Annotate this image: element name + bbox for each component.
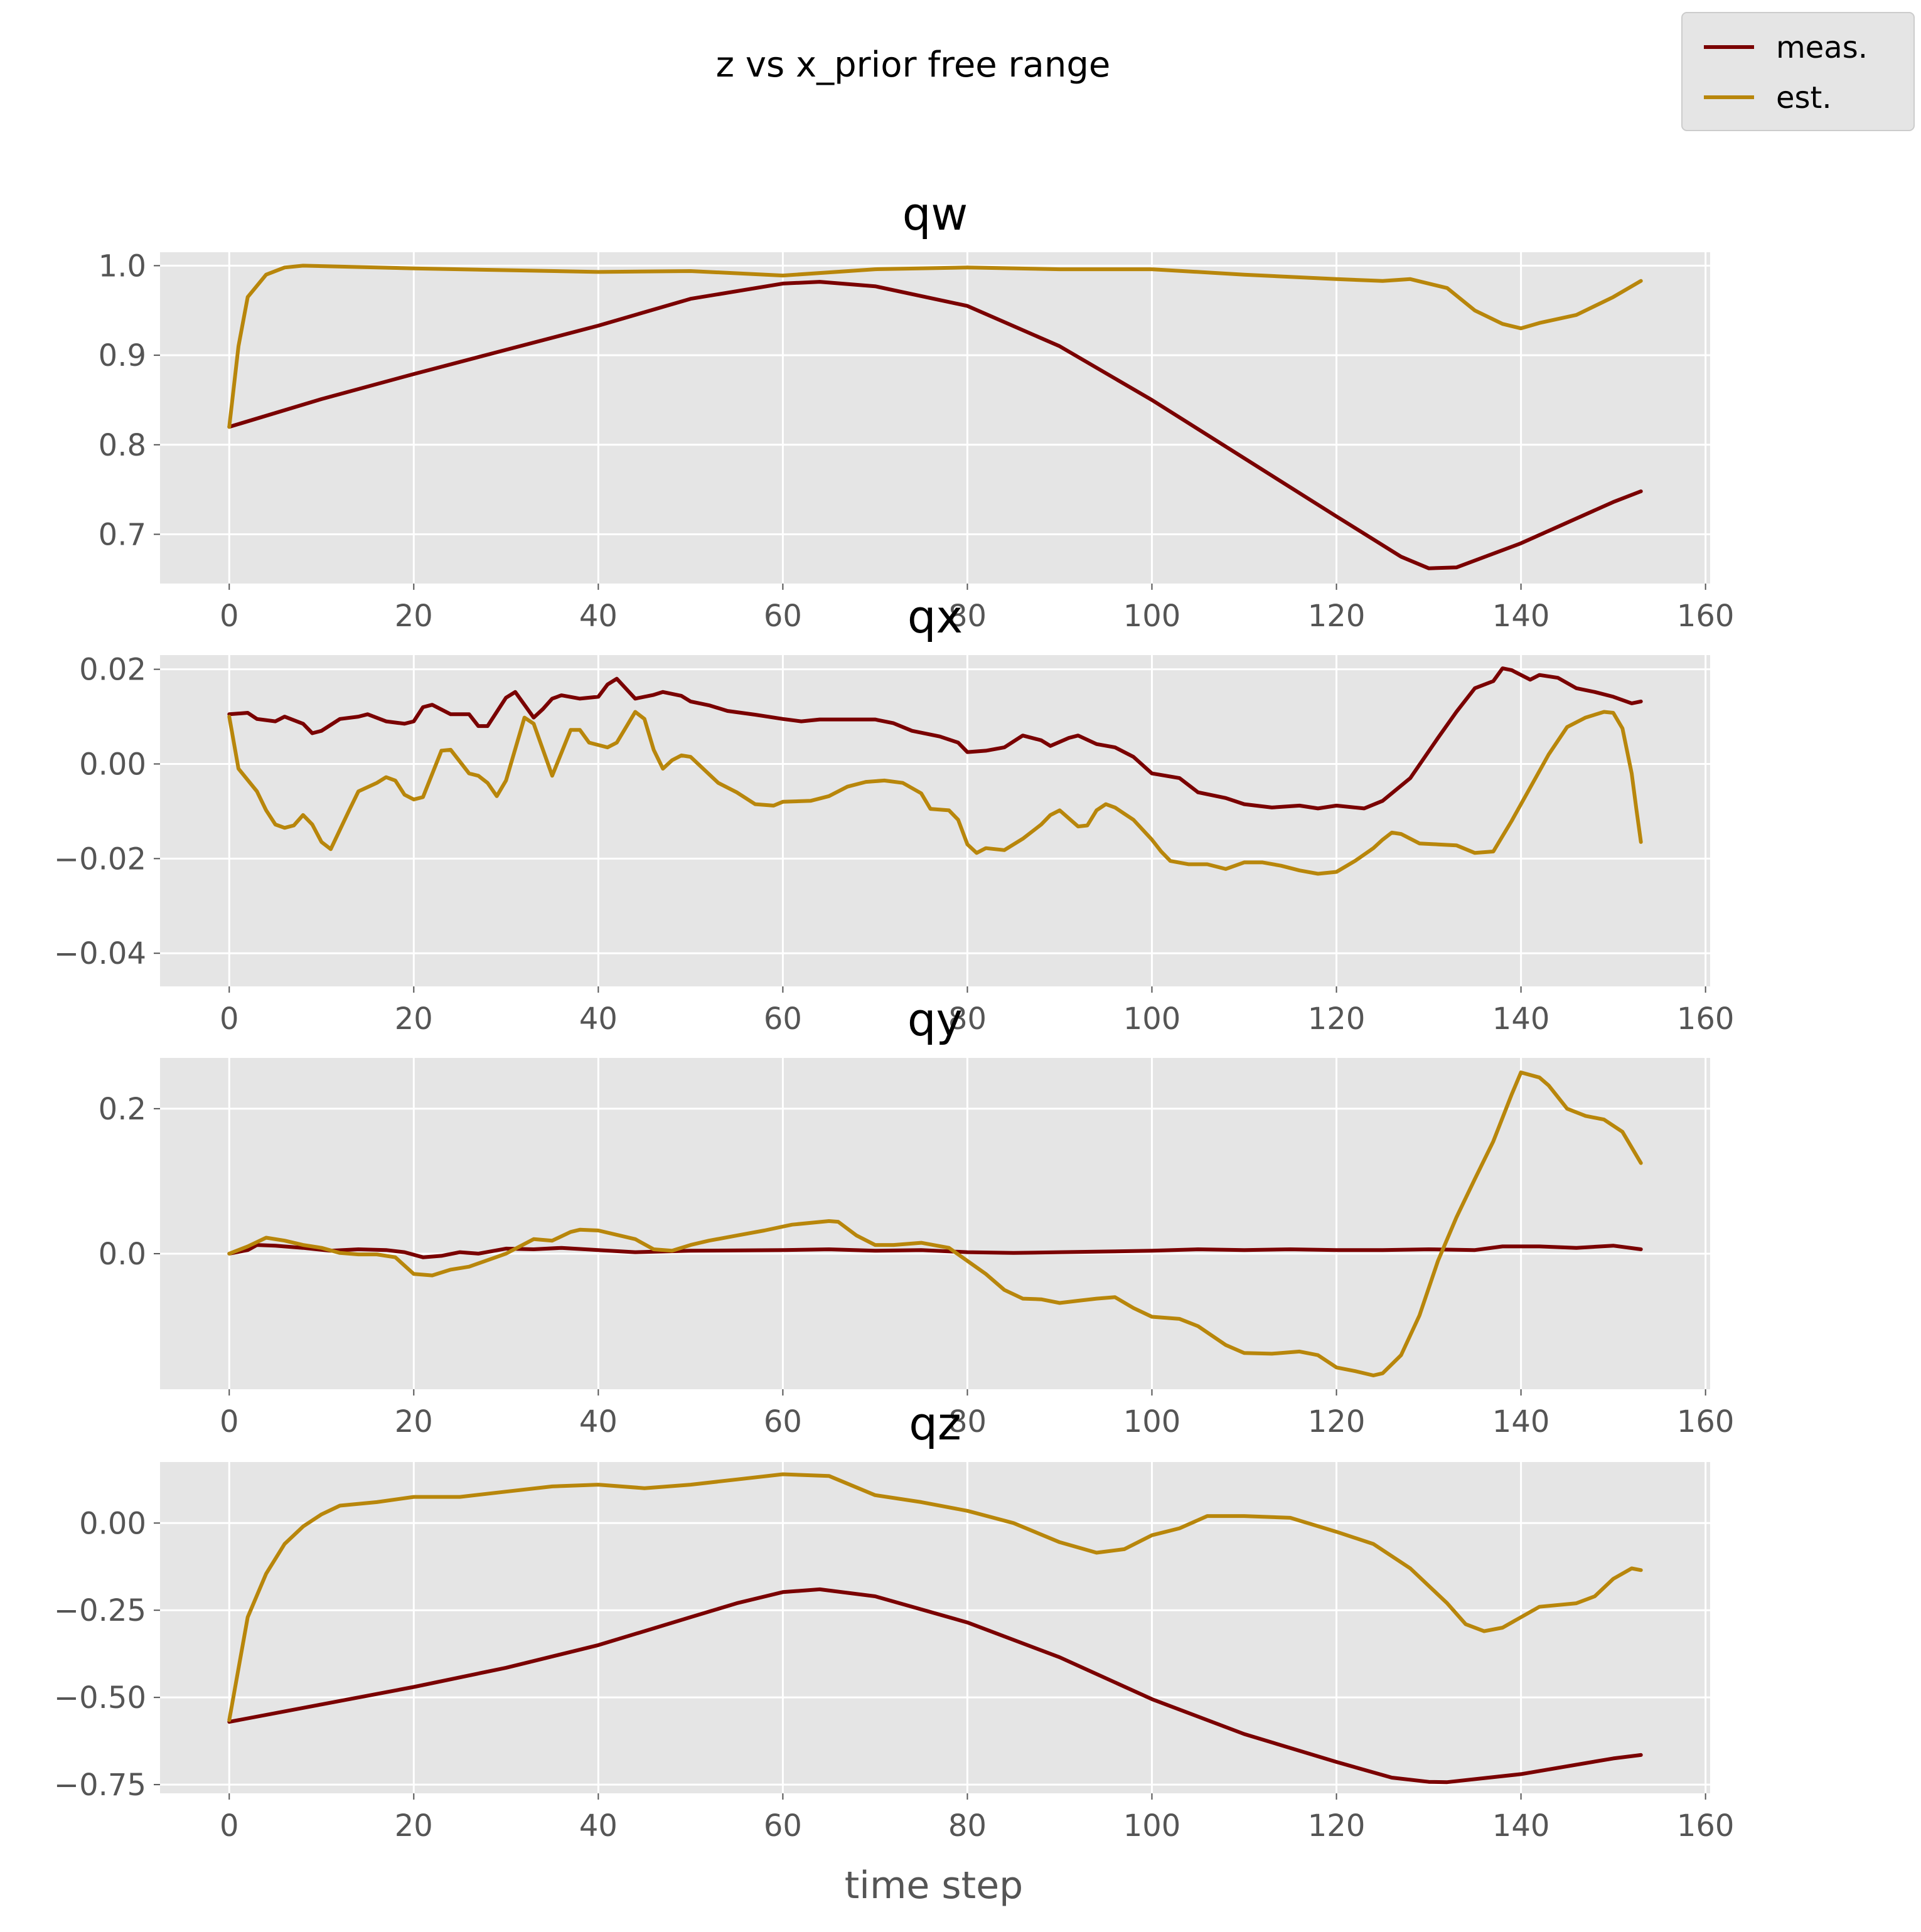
x-tick-label: 120: [1308, 599, 1366, 634]
x-tick-label: 60: [764, 599, 802, 634]
series-group-qx: [227, 666, 1643, 876]
x-tick-label: 0: [220, 1001, 239, 1037]
plot-area-qy: [160, 1058, 1710, 1389]
y-tick-label: 0.8: [99, 428, 146, 463]
x-tick-label: 80: [948, 599, 987, 634]
series-line-meas: [227, 1587, 1643, 1785]
subplot-title: qz: [909, 1397, 961, 1450]
x-tick-label: 60: [764, 1808, 802, 1844]
subplot-qw: 0 20 40 60 80 100 120 140 160 0.7 0.8 0.9 1.0 qw: [99, 188, 1735, 634]
x-tick-label: 60: [764, 1404, 802, 1439]
x-tick-label: 160: [1677, 1404, 1735, 1439]
x-tick-label: 100: [1123, 599, 1181, 634]
subplot-qz: 0 20 40 60 80 100 120 140 160 −0.75 −0.50 −0.25 0.00…: [54, 1397, 1735, 1844]
legend-label-est: est.: [1776, 80, 1832, 115]
x-tick-label: 80: [948, 1404, 987, 1439]
series-line-meas: [227, 666, 1643, 811]
x-tick-label: 160: [1677, 1001, 1735, 1037]
y-tick-label: 1.0: [99, 248, 146, 284]
y-tick-label: −0.75: [54, 1768, 146, 1803]
y-tick-label: 0.2: [99, 1092, 146, 1127]
y-tick-label: 0.9: [99, 338, 146, 373]
x-tick-label: 160: [1677, 1808, 1735, 1844]
y-tick-label: 0.7: [99, 518, 146, 553]
series-group-qw: [227, 264, 1643, 570]
x-tick-label: 80: [948, 1808, 987, 1844]
x-tick-label: 20: [395, 599, 433, 634]
series-line-meas: [227, 1243, 1643, 1259]
series-line-est: [227, 1472, 1643, 1722]
x-tick-label: 60: [764, 1001, 802, 1037]
series-line-est: [227, 264, 1643, 429]
x-tick-label: 140: [1492, 1001, 1550, 1037]
x-tick-label: 140: [1492, 599, 1550, 634]
x-tick-label: 120: [1308, 1808, 1366, 1844]
series-group-qy: [227, 1070, 1643, 1377]
legend: meas. est.: [1681, 12, 1915, 131]
y-tick-label: −0.04: [54, 936, 146, 971]
y-tick-label: −0.50: [54, 1680, 146, 1716]
subplots: 0 20 40 60 80 100 120 140 160 0.7 0.8 0.9 1.0 qw 0 20 40…: [54, 188, 1735, 1844]
y-tick-label: 0.0: [99, 1237, 146, 1272]
plot-area-qw: [160, 252, 1710, 584]
y-tick-label: −0.25: [54, 1593, 146, 1628]
figure-suptitle: z vs x_prior free range: [716, 45, 1111, 85]
x-tick-label: 100: [1123, 1404, 1181, 1439]
x-tick-label: 20: [395, 1808, 433, 1844]
x-tick-label: 160: [1677, 599, 1735, 634]
x-tick-label: 0: [220, 1404, 239, 1439]
subplot-qx: 0 20 40 60 80 100 120 140 160 −0.04 −0.02 0.00 0.02 q…: [54, 590, 1735, 1037]
x-tick-label: 120: [1308, 1404, 1366, 1439]
subplot-title: qx: [907, 590, 963, 643]
plot-area-qx: [160, 655, 1710, 986]
legend-label-meas: meas.: [1776, 30, 1868, 65]
series-line-est: [227, 1070, 1643, 1377]
x-tick-label: 0: [220, 599, 239, 634]
series-line-est: [227, 710, 1643, 876]
subplot-title: qw: [902, 188, 968, 240]
x-tick-label: 20: [395, 1404, 433, 1439]
legend-frame: [1681, 12, 1915, 131]
subplot-qy: 0 20 40 60 80 100 120 140 160 0.0 0.2 qy: [99, 993, 1735, 1439]
x-tick-label: 40: [579, 1001, 618, 1037]
subplot-title: qy: [907, 993, 963, 1046]
x-tick-label: 40: [579, 599, 618, 634]
x-tick-label: 40: [579, 1808, 618, 1844]
y-tick-label: 0.00: [79, 747, 146, 782]
plot-area-qz: [160, 1462, 1710, 1793]
x-tick-label: 20: [395, 1001, 433, 1037]
series-group-qz: [227, 1472, 1643, 1785]
series-line-meas: [227, 280, 1643, 570]
x-tick-label: 140: [1492, 1404, 1550, 1439]
x-tick-label: 140: [1492, 1808, 1550, 1844]
x-tick-label: 80: [948, 1001, 987, 1037]
x-axis-label: time step: [845, 1864, 1023, 1908]
x-tick-label: 120: [1308, 1001, 1366, 1037]
x-tick-label: 100: [1123, 1001, 1181, 1037]
y-tick-label: 0.00: [79, 1506, 146, 1541]
x-tick-label: 0: [220, 1808, 239, 1844]
y-tick-label: 0.02: [79, 653, 146, 688]
x-tick-label: 40: [579, 1404, 618, 1439]
y-tick-label: −0.02: [54, 841, 146, 877]
x-tick-label: 100: [1123, 1808, 1181, 1844]
